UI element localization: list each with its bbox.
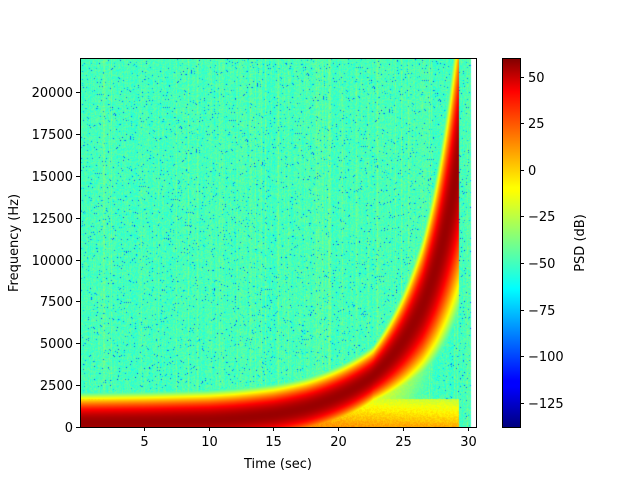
spectrogram-heatmap (80, 58, 476, 428)
y-tick-label: 12500 (32, 212, 73, 227)
x-tick-label: 25 (395, 435, 412, 450)
y-tick-label: 17500 (32, 128, 73, 143)
colorbar-tick-label: 25 (528, 117, 545, 132)
colorbar: 50 25 0 −25 −50 −75 −100 −125 PSD (dB) (502, 58, 588, 428)
colorbar-tick-label: −125 (528, 397, 564, 412)
colorbar-frame (502, 58, 521, 428)
colorbar-tick-label: −25 (528, 210, 555, 225)
x-tick-label: 20 (330, 435, 347, 450)
colorbar-tick-label: 0 (528, 164, 536, 179)
x-tick-label: 10 (201, 435, 218, 450)
plot-area (80, 58, 477, 428)
y-tick-label: 7500 (40, 295, 73, 310)
colorbar-tick-label: 50 (528, 71, 545, 86)
y-axis-label: Frequency (Hz) (7, 194, 22, 292)
x-axis-label: Time (sec) (243, 457, 312, 472)
colorbar-gradient (502, 58, 520, 427)
y-tick-label: 20000 (32, 86, 73, 101)
colorbar-tick-label: −50 (528, 257, 555, 272)
x-tick-label: 30 (460, 435, 477, 450)
x-tick-label: 15 (265, 435, 282, 450)
y-tick-label: 15000 (32, 170, 73, 185)
y-tick-label: 2500 (40, 379, 73, 394)
y-tick-label: 10000 (32, 254, 73, 269)
colorbar-tick-label: −100 (528, 350, 564, 365)
x-axis: 5 10 15 20 25 30 (140, 427, 477, 450)
colorbar-label: PSD (dB) (573, 214, 588, 272)
colorbar-ticks: 50 25 0 −25 −50 −75 −100 −125 (520, 71, 564, 412)
y-tick-label: 5000 (40, 337, 73, 352)
y-axis: 0 2500 5000 7500 10000 12500 15000 17500 20000 (32, 86, 80, 436)
y-tick-label: 0 (65, 421, 73, 436)
x-tick-label: 5 (140, 435, 148, 450)
plot-frame (80, 58, 477, 428)
colorbar-tick-label: −75 (528, 304, 555, 319)
